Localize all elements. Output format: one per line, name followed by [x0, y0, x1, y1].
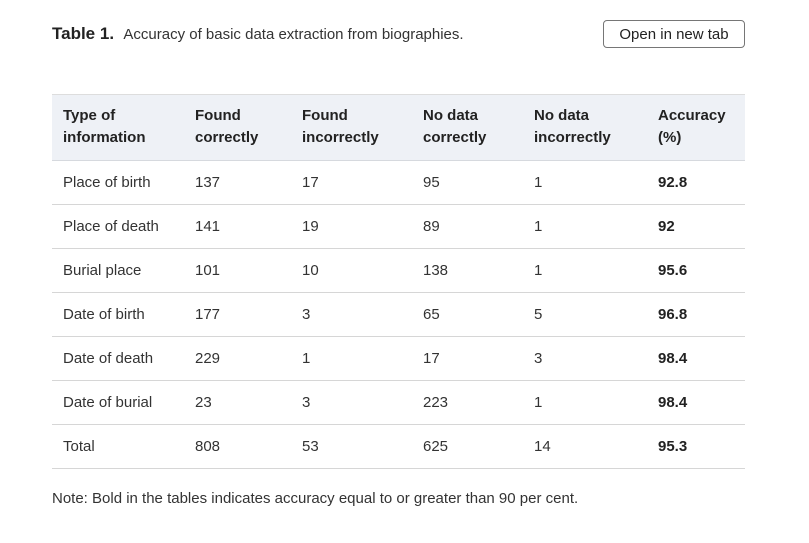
table-caption: Table 1. Accuracy of basic data extracti… — [52, 24, 464, 44]
table-note: Note: Bold in the tables indicates accur… — [52, 490, 579, 507]
header-found-correctly: Found correctly — [184, 94, 291, 161]
cell-type: Place of death — [52, 204, 184, 249]
cell-found-incorrectly: 3 — [291, 292, 412, 337]
cell-no-data-correctly: 17 — [412, 336, 523, 381]
table-header: Table 1. Accuracy of basic data extracti… — [52, 20, 745, 50]
cell-no-data-correctly: 138 — [412, 248, 523, 293]
cell-found-incorrectly: 1 — [291, 336, 412, 381]
cell-found-correctly: 177 — [184, 292, 291, 337]
header-type-of-information: Type of information — [52, 94, 184, 161]
table-row: Date of death 229 1 17 3 98.4 — [52, 336, 745, 381]
cell-no-data-incorrectly: 14 — [523, 424, 647, 469]
cell-no-data-incorrectly: 1 — [523, 204, 647, 249]
cell-type: Burial place — [52, 248, 184, 293]
table-row: Place of birth 137 17 95 1 92.8 — [52, 160, 745, 205]
caption-label: Table 1. — [52, 24, 115, 43]
open-in-new-tab-button[interactable]: Open in new tab — [603, 20, 745, 48]
caption-text: Accuracy of basic data extraction from b… — [123, 26, 464, 43]
cell-no-data-incorrectly: 5 — [523, 292, 647, 337]
cell-accuracy: 92 — [647, 204, 745, 249]
table-row: Date of burial 23 3 223 1 98.4 — [52, 380, 745, 425]
header-no-data-incorrectly: No data incorrectly — [523, 94, 647, 161]
cell-type: Total — [52, 424, 184, 469]
cell-accuracy: 95.6 — [647, 248, 745, 293]
cell-no-data-correctly: 625 — [412, 424, 523, 469]
table-row: Burial place 101 10 138 1 95.6 — [52, 248, 745, 293]
cell-no-data-correctly: 89 — [412, 204, 523, 249]
cell-found-correctly: 101 — [184, 248, 291, 293]
data-table: Type of information Found correctly Found i… — [52, 94, 745, 469]
cell-found-correctly: 141 — [184, 204, 291, 249]
cell-no-data-incorrectly: 1 — [523, 380, 647, 425]
header-accuracy: Accuracy (%) — [647, 94, 745, 161]
table-body: Place of birth 137 17 95 1 92.8 Place of… — [52, 160, 745, 469]
cell-found-correctly: 137 — [184, 160, 291, 205]
table-row: Date of birth 177 3 65 5 96.8 — [52, 292, 745, 337]
cell-no-data-correctly: 223 — [412, 380, 523, 425]
cell-type: Date of burial — [52, 380, 184, 425]
cell-found-correctly: 23 — [184, 380, 291, 425]
cell-accuracy: 98.4 — [647, 336, 745, 381]
cell-found-correctly: 808 — [184, 424, 291, 469]
cell-accuracy: 95.3 — [647, 424, 745, 469]
cell-type: Date of birth — [52, 292, 184, 337]
cell-accuracy: 96.8 — [647, 292, 745, 337]
cell-no-data-incorrectly: 3 — [523, 336, 647, 381]
cell-type: Date of death — [52, 336, 184, 381]
table-row-total: Total 808 53 625 14 95.3 — [52, 424, 745, 469]
cell-no-data-correctly: 95 — [412, 160, 523, 205]
cell-no-data-incorrectly: 1 — [523, 160, 647, 205]
cell-found-correctly: 229 — [184, 336, 291, 381]
cell-found-incorrectly: 53 — [291, 424, 412, 469]
header-row: Type of information Found correctly Found i… — [52, 94, 745, 161]
header-found-incorrectly: Found incorrectly — [291, 94, 412, 161]
table-head: Type of information Found correctly Found i… — [52, 94, 745, 161]
cell-found-incorrectly: 10 — [291, 248, 412, 293]
cell-no-data-incorrectly: 1 — [523, 248, 647, 293]
header-no-data-correctly: No data correctly — [412, 94, 523, 161]
cell-no-data-correctly: 65 — [412, 292, 523, 337]
cell-type: Place of birth — [52, 160, 184, 205]
cell-found-incorrectly: 17 — [291, 160, 412, 205]
cell-found-incorrectly: 3 — [291, 380, 412, 425]
table-row: Place of death 141 19 89 1 92 — [52, 204, 745, 249]
cell-found-incorrectly: 19 — [291, 204, 412, 249]
cell-accuracy: 92.8 — [647, 160, 745, 205]
cell-accuracy: 98.4 — [647, 380, 745, 425]
